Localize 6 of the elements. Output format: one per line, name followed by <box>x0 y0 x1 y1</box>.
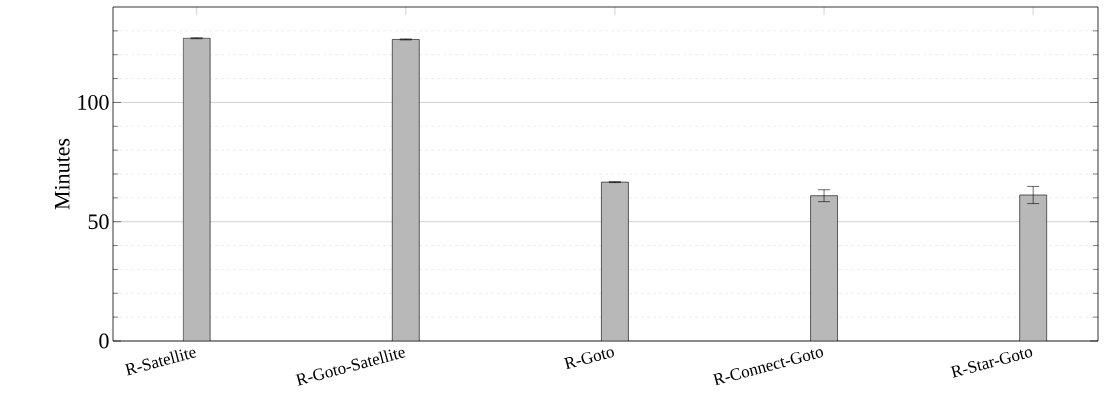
y-tick-label: 100 <box>78 95 109 110</box>
x-tick-label: R-Goto <box>563 349 614 370</box>
y-axis-title: Minutes <box>54 138 70 210</box>
y-tick-label: 50 <box>88 214 109 230</box>
x-tick-label: R-Satellite <box>124 349 197 376</box>
y-tick-label: 0 <box>99 333 109 349</box>
